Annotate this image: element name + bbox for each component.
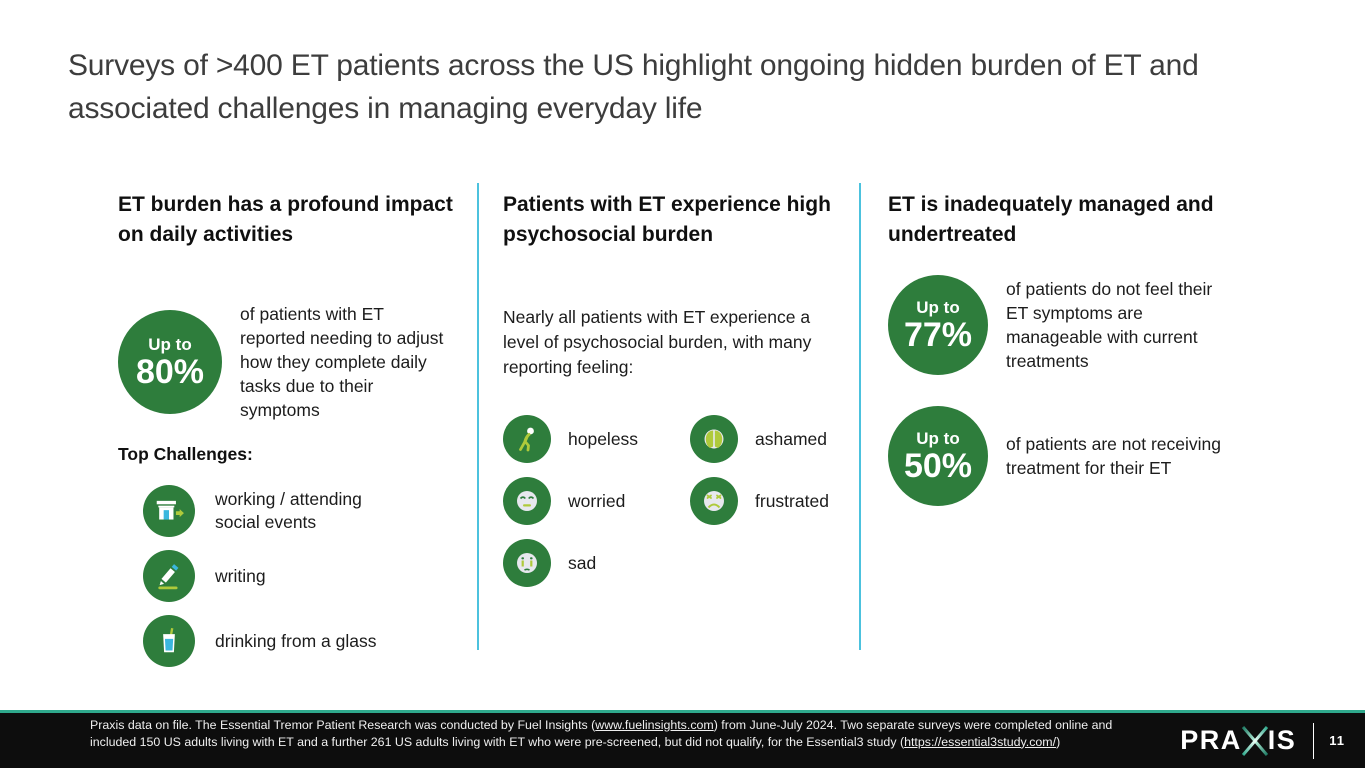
- psychosocial-intro: Nearly all patients with ET experience a…: [503, 307, 812, 377]
- stat-description: of patients with ET reported needing to …: [240, 304, 444, 420]
- ashamed-face-icon: [690, 415, 738, 463]
- stat-value: 80%: [135, 352, 205, 391]
- challenge-row-drinking: drinking from a glass: [143, 615, 455, 667]
- challenge-list: working / attending social events writin…: [143, 485, 455, 667]
- praxis-logo-x-icon: [1241, 725, 1268, 756]
- column-divider-1: [477, 183, 479, 650]
- stat-80-row: Up to 80% of patients with ET reported n…: [118, 302, 455, 422]
- column-psychosocial-burden: Patients with ET experience high psychos…: [503, 190, 843, 587]
- feeling-frustrated: frustrated: [690, 477, 843, 525]
- column-heading: Patients with ET experience high psychos…: [503, 193, 831, 246]
- challenge-row-writing: writing: [143, 550, 455, 602]
- pencil-icon: [143, 550, 195, 602]
- feelings-grid: hopeless ashamed: [503, 415, 843, 587]
- hopeless-person-icon: [503, 415, 551, 463]
- column-heading: ET burden has a profound impact on daily…: [118, 193, 453, 246]
- top-challenges-heading: Top Challenges:: [118, 444, 253, 464]
- sad-face-icon: [503, 539, 551, 587]
- feeling-label: hopeless: [568, 428, 639, 449]
- stat-80-circle: Up to 80%: [118, 310, 222, 414]
- footer-logo-divider: [1313, 722, 1315, 759]
- worried-face-icon: [503, 477, 551, 525]
- stat-50-row: Up to 50% of patients are not receiving …: [888, 406, 1233, 506]
- praxis-logo: PRA IS: [1180, 721, 1296, 761]
- stat-prefix: Up to: [148, 334, 192, 354]
- stat-prefix: Up to: [916, 428, 960, 448]
- column-daily-activities: ET burden has a profound impact on daily…: [118, 190, 455, 680]
- feeling-ashamed: ashamed: [690, 415, 843, 463]
- footer-text-part3: ): [1056, 734, 1061, 749]
- footer-text-part1: Praxis data on file. The Essential Tremo…: [90, 718, 596, 732]
- stat-description: of patients are not receiving treatment …: [1006, 434, 1221, 478]
- feeling-hopeless: hopeless: [503, 415, 690, 463]
- column-heading: ET is inadequately managed and undertrea…: [888, 193, 1214, 246]
- column-divider-2: [859, 183, 861, 650]
- challenge-label: drinking from a glass: [215, 630, 377, 651]
- stat-value: 77%: [903, 315, 973, 354]
- feeling-label: worried: [568, 490, 626, 511]
- feeling-worried: worried: [503, 477, 690, 525]
- feeling-label: sad: [568, 552, 597, 573]
- feeling-label: ashamed: [755, 428, 827, 449]
- footer-branding: PRA IS 1: [1180, 721, 1345, 761]
- frustrated-face-icon: [690, 477, 738, 525]
- slide-title: Surveys of >400 ET patients across the U…: [68, 49, 1199, 125]
- stat-77-circle: Up to 77%: [888, 275, 988, 375]
- building-arrow-icon: [143, 485, 195, 537]
- footer: Praxis data on file. The Essential Tremo…: [0, 710, 1365, 768]
- essential3study-link[interactable]: https://essential3study.com/: [904, 734, 1057, 749]
- page-number: 11: [1329, 733, 1345, 748]
- footer-text-part2: ) from June-July 2024. Two separate surv…: [90, 718, 1113, 749]
- fuelinsights-link[interactable]: www.fuelinsights.com: [595, 718, 714, 732]
- challenge-row-working: working / attending social events: [143, 485, 455, 537]
- challenge-label: writing: [215, 565, 266, 586]
- footer-reference-text: Praxis data on file. The Essential Tremo…: [90, 717, 1160, 750]
- column-undertreated: ET is inadequately managed and undertrea…: [888, 190, 1233, 506]
- feeling-sad: sad: [503, 539, 690, 587]
- stat-value: 50%: [903, 446, 973, 485]
- stat-77-row: Up to 77% of patients do not feel their …: [888, 275, 1233, 375]
- praxis-logo-text-left: PRA: [1180, 725, 1242, 755]
- glass-icon: [143, 615, 195, 667]
- stat-50-circle: Up to 50%: [888, 406, 988, 506]
- praxis-logo-text-right: IS: [1267, 725, 1297, 755]
- stat-prefix: Up to: [916, 297, 960, 317]
- challenge-label: working / attending social events: [215, 489, 362, 532]
- stat-description: of patients do not feel their ET symptom…: [1006, 279, 1213, 371]
- feeling-label: frustrated: [755, 490, 829, 511]
